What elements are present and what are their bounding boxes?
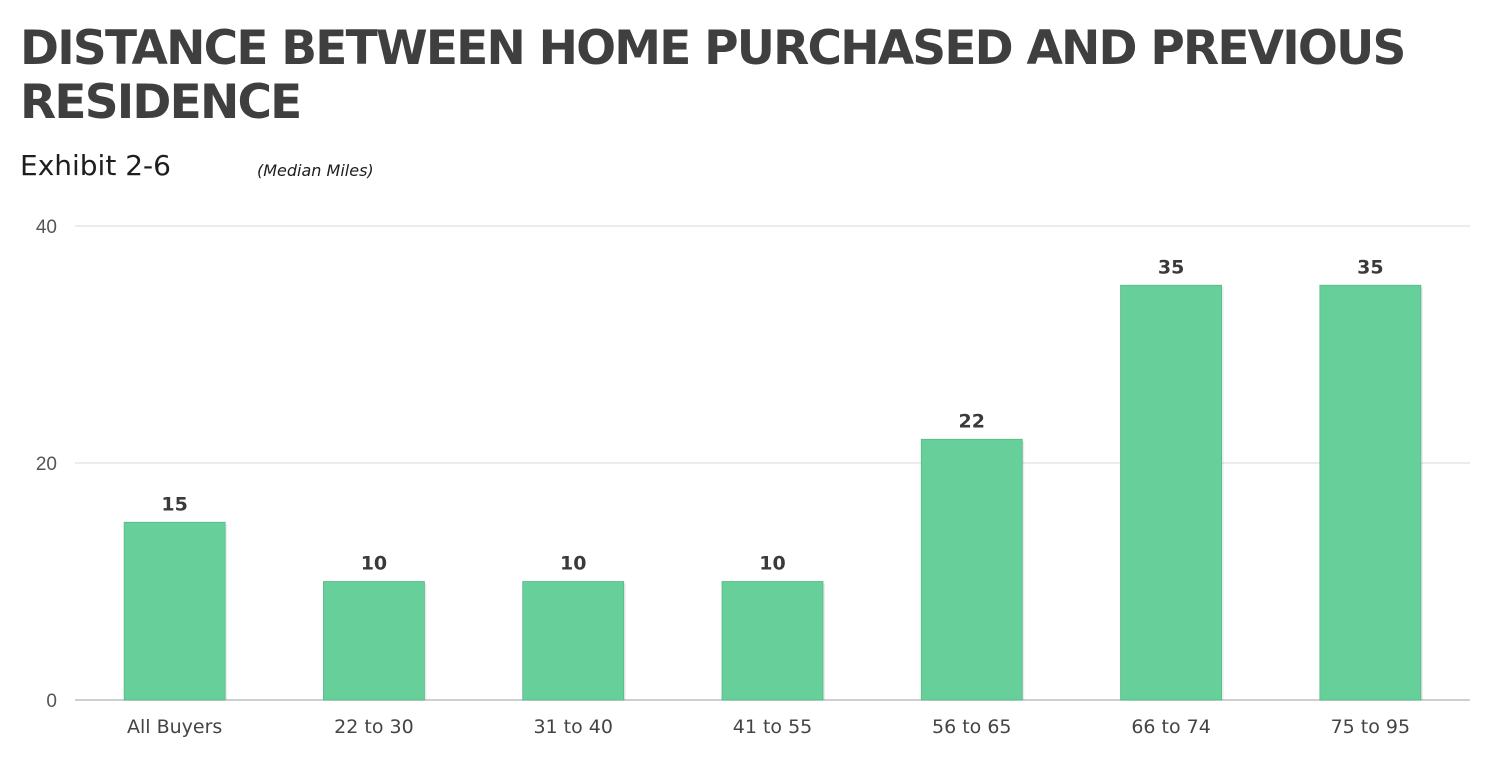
x-category-label: All Buyers — [127, 716, 222, 738]
x-category-label: 31 to 40 — [533, 716, 613, 738]
y-tick-label: 0 — [46, 691, 57, 712]
x-category-label: 75 to 95 — [1331, 716, 1411, 738]
bar — [920, 438, 1023, 701]
data-label: 22 — [959, 410, 985, 432]
bar — [323, 581, 425, 701]
bar — [1120, 284, 1222, 701]
data-label: 10 — [759, 553, 785, 575]
y-tick-label: 40 — [36, 217, 57, 238]
units-note: (Median Miles) — [257, 161, 374, 180]
x-category-label: 22 to 30 — [334, 716, 414, 738]
x-category-label: 66 to 74 — [1131, 716, 1211, 738]
bar — [721, 581, 824, 701]
data-label: 15 — [161, 493, 187, 515]
data-label: 35 — [1357, 256, 1383, 278]
data-label: 10 — [560, 553, 586, 575]
data-label: 10 — [361, 553, 387, 575]
y-tick-label: 20 — [36, 454, 57, 475]
bar — [123, 521, 226, 701]
bar — [1319, 284, 1422, 701]
chart-title: DISTANCE BETWEEN HOME PURCHASED AND PREV… — [20, 21, 1406, 130]
x-category-label: 41 to 55 — [733, 716, 813, 738]
bar — [522, 581, 625, 701]
exhibit-label: Exhibit 2-6 — [20, 149, 171, 182]
x-category-label: 56 to 65 — [932, 716, 1012, 738]
data-label: 35 — [1158, 256, 1184, 278]
